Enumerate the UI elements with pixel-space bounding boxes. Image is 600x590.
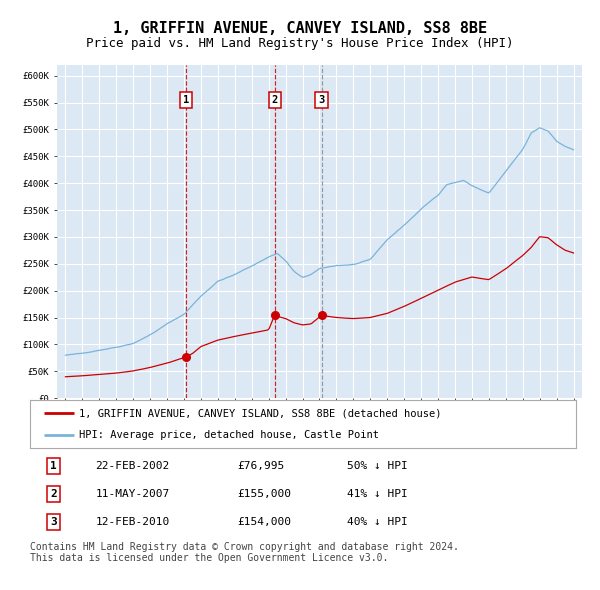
Text: 1, GRIFFIN AVENUE, CANVEY ISLAND, SS8 8BE (detached house): 1, GRIFFIN AVENUE, CANVEY ISLAND, SS8 8B… <box>79 408 442 418</box>
Text: 2: 2 <box>50 489 57 499</box>
Text: 40% ↓ HPI: 40% ↓ HPI <box>347 517 407 527</box>
Text: 11-MAY-2007: 11-MAY-2007 <box>95 489 170 499</box>
Text: £154,000: £154,000 <box>238 517 292 527</box>
Text: 1: 1 <box>50 461 57 471</box>
Text: Contains HM Land Registry data © Crown copyright and database right 2024.
This d: Contains HM Land Registry data © Crown c… <box>30 542 459 563</box>
Text: 50% ↓ HPI: 50% ↓ HPI <box>347 461 407 471</box>
Text: 1, GRIFFIN AVENUE, CANVEY ISLAND, SS8 8BE: 1, GRIFFIN AVENUE, CANVEY ISLAND, SS8 8B… <box>113 21 487 35</box>
Text: 3: 3 <box>50 517 57 527</box>
Text: 3: 3 <box>319 95 325 105</box>
Text: HPI: Average price, detached house, Castle Point: HPI: Average price, detached house, Cast… <box>79 430 379 440</box>
Text: 12-FEB-2010: 12-FEB-2010 <box>95 517 170 527</box>
Text: Price paid vs. HM Land Registry's House Price Index (HPI): Price paid vs. HM Land Registry's House … <box>86 37 514 50</box>
Text: £76,995: £76,995 <box>238 461 285 471</box>
Text: 2: 2 <box>272 95 278 105</box>
Text: 22-FEB-2002: 22-FEB-2002 <box>95 461 170 471</box>
Text: 1: 1 <box>183 95 190 105</box>
Text: 41% ↓ HPI: 41% ↓ HPI <box>347 489 407 499</box>
Text: £155,000: £155,000 <box>238 489 292 499</box>
